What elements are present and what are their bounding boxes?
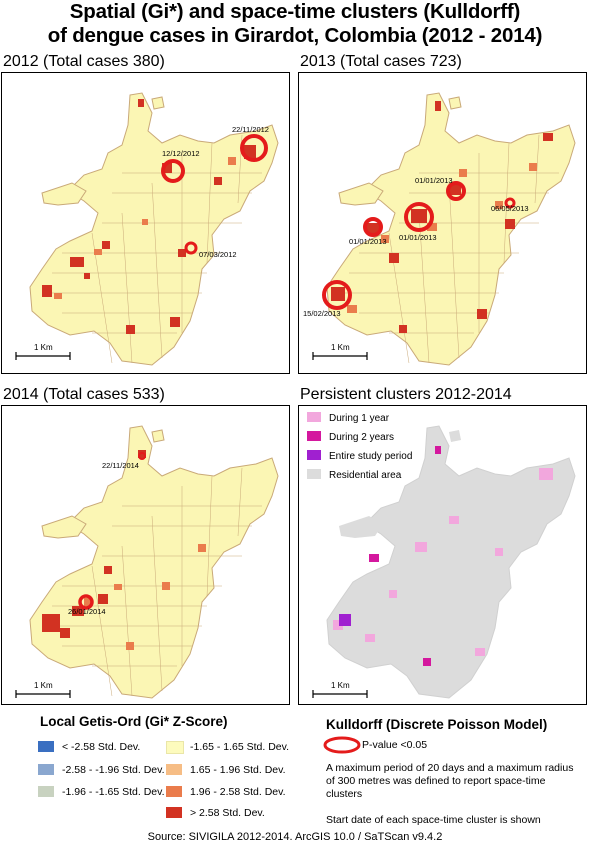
map-2014-svg: 22/11/2014 26/01/2014 1 Km: [15, 425, 279, 699]
kulldorff-legend-title: Kulldorff (Discrete Poisson Model): [326, 717, 548, 732]
title-line-1: Spatial (Gi*) and space-time clusters (K…: [69, 0, 521, 23]
cluster-circle: [138, 452, 146, 460]
map-persist-svg: During 1 year During 2 years Entire stud…: [307, 412, 576, 699]
title-line-2: of dengue cases in Girardot, Colombia (2…: [47, 24, 543, 47]
scale-bar-2013: 1 Km: [312, 343, 368, 360]
cluster-circle: [446, 181, 466, 201]
legend-label: During 1 year: [329, 413, 390, 424]
cluster-date-label: 06/05/2013: [491, 204, 529, 213]
legend-label: -2.58 - -1.96 Std. Dev.: [62, 764, 165, 776]
legend-swatch: [38, 741, 54, 752]
cluster-date-label: 01/01/2013: [399, 233, 437, 242]
legend-swatch: [307, 431, 321, 441]
cluster-circle: [240, 134, 268, 162]
cluster-date-label: 15/02/2013: [303, 309, 341, 318]
panel-2013-title: 2013 (Total cases 723): [300, 53, 462, 70]
scale-bar-label: 1 Km: [331, 681, 350, 690]
cluster-circle: [161, 159, 185, 183]
legend-swatch: [166, 807, 182, 818]
residential-area-2013: [326, 92, 576, 366]
legend-label: -1.96 - -1.65 Std. Dev.: [62, 786, 165, 798]
cluster-date-label: 26/01/2014: [68, 607, 106, 616]
cluster-circle: [322, 280, 352, 310]
panel-2012-title: 2012 (Total cases 380): [3, 53, 165, 70]
legend-swatch: [166, 764, 182, 775]
map-panel-2013: 01/01/2013 06/05/2013 01/01/2013 01/01/2…: [298, 72, 587, 374]
pvalue-label: P-value <0.05: [362, 739, 428, 751]
map-panel-2012: 22/11/2012 12/12/2012 07/03/2012 1 Km: [1, 72, 290, 374]
cluster-circle: [363, 217, 383, 237]
panel-2014-title: 2014 (Total cases 533): [3, 386, 165, 403]
cluster-circle: [404, 202, 434, 232]
residential-area-2014: [29, 425, 279, 699]
kulldorff-circles-2012: [161, 134, 268, 255]
kulldorff-circles-2014: [78, 452, 146, 610]
cluster-date-label: 22/11/2014: [102, 461, 139, 470]
legend-swatch: [307, 412, 321, 422]
kulldorff-note: A maximum period of 20 days and a maximu…: [326, 762, 574, 800]
persist-legend: During 1 year During 2 years Entire stud…: [307, 412, 412, 481]
scale-bar-label: 1 Km: [331, 343, 350, 352]
legend-swatch: [307, 450, 321, 460]
cluster-2-years: [369, 446, 441, 666]
residential-area-2012: [29, 92, 279, 366]
cluster-date-label: 01/01/2013: [415, 176, 453, 185]
street-grid-2014: [42, 467, 262, 697]
cluster-circle: [504, 197, 516, 209]
scale-bar-label: 1 Km: [34, 681, 53, 690]
map-2013-svg: 01/01/2013 06/05/2013 01/01/2013 01/01/2…: [303, 92, 576, 366]
legend-swatch: [38, 786, 54, 797]
street-grid-2012: [42, 134, 262, 364]
residential-area-grey: [326, 425, 576, 699]
legend-label: -1.65 - 1.65 Std. Dev.: [190, 741, 290, 753]
kulldorff-circles-2013: [322, 181, 516, 310]
figure-title: Spatial (Gi*) and space-time clusters (K…: [0, 0, 590, 48]
cluster-date-label: 07/03/2012: [199, 250, 237, 259]
warm-spots-2014: [84, 544, 206, 650]
kulldorff-circle-icon: [323, 736, 361, 754]
cluster-1-year: [333, 468, 553, 656]
scale-bar-persist: 1 Km: [312, 681, 368, 698]
source-caption: Source: SIVIGILA 2012-2014. ArcGIS 10.0 …: [147, 831, 443, 843]
legend-label: Residential area: [329, 470, 402, 481]
legend-swatch: [166, 741, 184, 754]
hotspots-2013: [331, 101, 553, 333]
legend-label: Entire study period: [329, 451, 412, 462]
legend-label: During 2 years: [329, 432, 394, 443]
cluster-date-label: 22/11/2012: [232, 125, 269, 134]
legend-label: > 2.58 Std. Dev.: [190, 807, 265, 819]
cluster-date-label: 12/12/2012: [162, 149, 200, 158]
warm-spots-2013: [347, 163, 537, 313]
scale-bar-2012: 1 Km: [15, 343, 71, 360]
cluster-entire-period: [339, 614, 351, 626]
legend-label: 1.96 - 2.58 Std. Dev.: [190, 786, 286, 798]
map-panel-persistent: During 1 year During 2 years Entire stud…: [298, 405, 587, 705]
legend-label: < -2.58 Std. Dev.: [62, 741, 141, 753]
panel-persist-title: Persistent clusters 2012-2014: [300, 386, 512, 403]
map-2012-svg: 22/11/2012 12/12/2012 07/03/2012 1 Km: [15, 92, 279, 366]
getis-legend-title: Local Getis-Ord (Gi* Z-Score): [40, 714, 228, 729]
cluster-circle: [78, 594, 94, 610]
scale-bar-label: 1 Km: [34, 343, 53, 352]
legend-swatch: [307, 469, 321, 479]
cluster-circle: [184, 241, 198, 255]
warm-spots-2012: [54, 157, 236, 299]
cluster-date-label: 01/01/2013: [349, 237, 387, 246]
scale-bar-2014: 1 Km: [15, 681, 71, 698]
map-panel-2014: 22/11/2014 26/01/2014 1 Km: [1, 405, 290, 705]
legend-swatch: [166, 786, 182, 797]
legend-label: 1.65 - 1.96 Std. Dev.: [190, 764, 286, 776]
legend-swatch: [38, 764, 54, 775]
kulldorff-note-start: Start date of each space-time cluster is…: [326, 814, 541, 826]
